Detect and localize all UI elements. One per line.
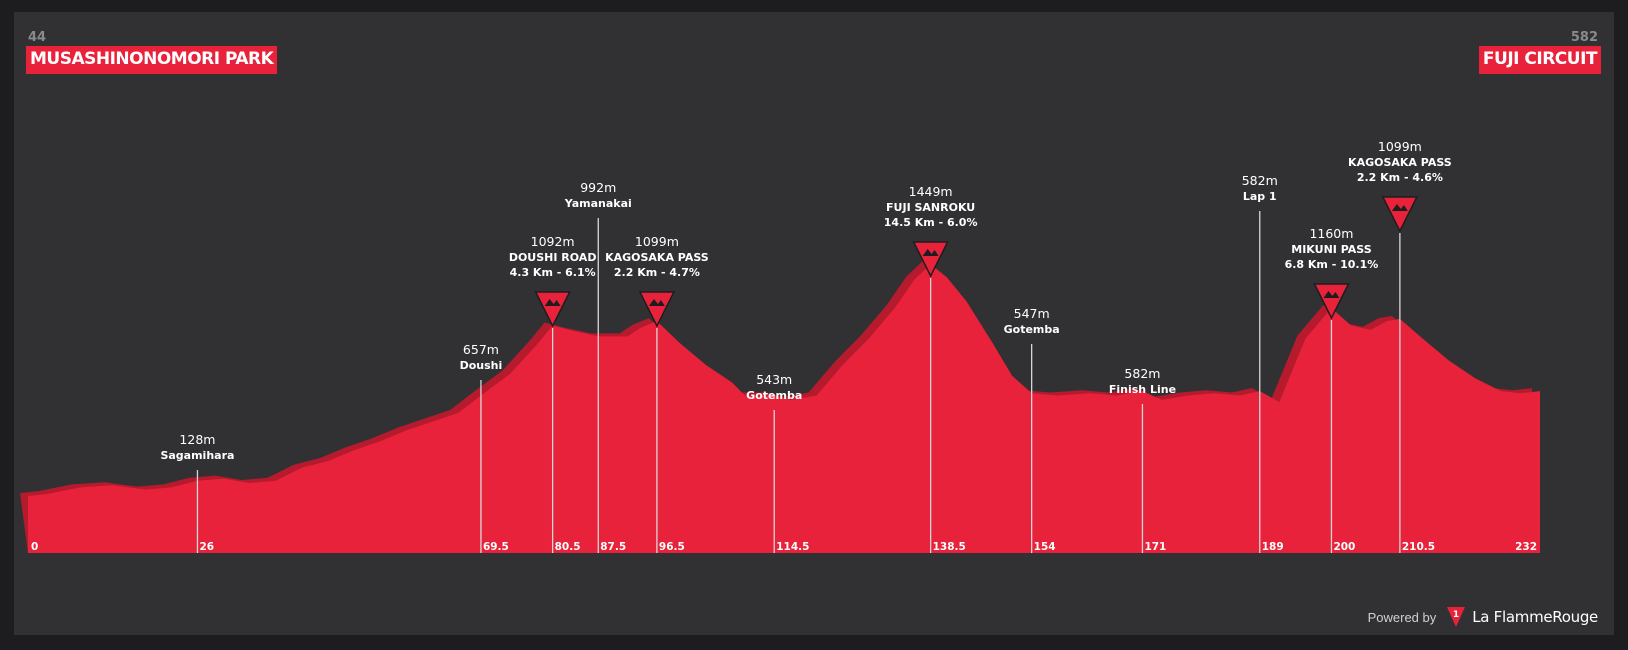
km-label-69.5: 69.5 xyxy=(483,541,509,553)
marker-altitude-6: 1449m xyxy=(909,184,953,199)
climb-icon-10 xyxy=(1313,283,1350,320)
marker-altitude-4: 1099m xyxy=(635,234,679,249)
km-label-87.5: 87.5 xyxy=(600,541,626,553)
marker-altitude-7: 547m xyxy=(1014,306,1050,321)
km-label-26: 26 xyxy=(199,541,214,553)
km-label-114.5: 114.5 xyxy=(776,541,809,553)
profile-area xyxy=(28,264,1540,553)
climb-icon-6 xyxy=(912,241,949,278)
marker-altitude-3: 992m xyxy=(580,180,616,195)
km-label-0: 0 xyxy=(31,541,38,553)
climb-icon-11 xyxy=(1381,196,1419,233)
marker-altitude-9: 582m xyxy=(1242,173,1278,188)
marker-name-7: Gotemba xyxy=(1004,323,1060,336)
km-label-138.5: 138.5 xyxy=(933,541,966,553)
marker-altitude-0: 128m xyxy=(179,432,215,447)
marker-name-1: Doushi xyxy=(460,359,503,372)
marker-altitude-11: 1099m xyxy=(1378,139,1422,154)
start-location-badge: MUSASHINONOMORI PARK xyxy=(26,46,278,74)
footer-credit: Powered by 1 La FlammeRouge xyxy=(1368,606,1598,628)
marker-name-10: MIKUNI PASS xyxy=(1291,243,1371,256)
marker-altitude-2: 1092m xyxy=(531,234,575,249)
marker-name-11: KAGOSAKA PASS xyxy=(1348,156,1452,169)
marker-detail-6: 14.5 Km - 6.0% xyxy=(884,216,978,229)
marker-altitude-1: 657m xyxy=(463,342,499,357)
marker-name-2: DOUSHI ROAD xyxy=(509,251,597,264)
km-label-80.5: 80.5 xyxy=(555,541,581,553)
mountain-icon-4 xyxy=(648,299,665,306)
marker-altitude-10: 1160m xyxy=(1309,226,1353,241)
marker-name-9: Lap 1 xyxy=(1243,190,1277,203)
marker-altitude-5: 543m xyxy=(756,372,792,387)
marker-detail-10: 6.8 Km - 10.1% xyxy=(1285,258,1379,271)
marker-name-5: Gotemba xyxy=(746,389,802,402)
start-km: 44 xyxy=(28,30,47,45)
marker-detail-2: 4.3 Km - 6.1% xyxy=(510,266,596,279)
marker-name-0: Sagamihara xyxy=(160,449,234,462)
climb-icon-4 xyxy=(638,291,676,328)
finish-km: 582 xyxy=(1570,30,1598,45)
la-flamme-rouge-logo-icon: 1 xyxy=(1447,607,1466,627)
marker-altitude-8: 582m xyxy=(1124,366,1160,381)
km-label-171: 171 xyxy=(1144,541,1166,553)
brand-name: La FlammeRouge xyxy=(1472,608,1598,626)
powered-by-text: Powered by xyxy=(1367,609,1437,625)
marker-detail-11: 2.2 Km - 4.6% xyxy=(1357,171,1443,184)
finish-location-badge: FUJI CIRCUIT xyxy=(1478,46,1601,74)
mountain-icon-10 xyxy=(1323,291,1340,298)
km-label-200: 200 xyxy=(1333,541,1355,553)
km-label-96.5: 96.5 xyxy=(659,541,685,553)
climb-icon-2 xyxy=(534,291,571,328)
marker-detail-4: 2.2 Km - 4.7% xyxy=(614,266,700,279)
marker-name-8: Finish Line xyxy=(1109,383,1176,396)
mountain-icon-11 xyxy=(1391,204,1408,211)
mountain-icon-6 xyxy=(922,249,939,256)
logo-number: 1 xyxy=(1453,610,1459,620)
km-label-232: 232 xyxy=(1515,541,1537,553)
km-label-210.5: 210.5 xyxy=(1402,541,1435,553)
marker-name-3: Yamanakai xyxy=(564,197,632,210)
mountain-icon-2 xyxy=(544,299,561,306)
marker-name-6: FUJI SANROKU xyxy=(886,201,975,214)
km-label-189: 189 xyxy=(1262,541,1284,553)
km-label-154: 154 xyxy=(1034,541,1056,553)
marker-name-4: KAGOSAKA PASS xyxy=(605,251,709,264)
